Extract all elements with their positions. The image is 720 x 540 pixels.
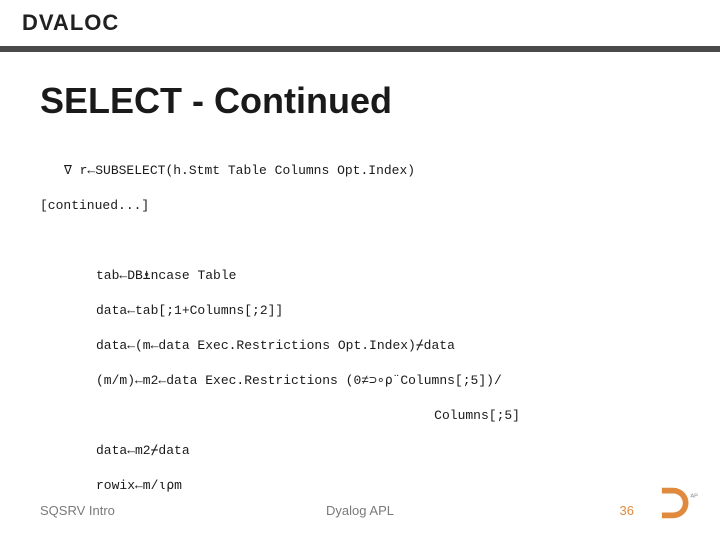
footer: SQSRV Intro Dyalog APL 36 — [0, 503, 720, 518]
code-line: (m/m)←m2←data Exec.Restrictions (0≠⊃∘⍴¨C… — [40, 372, 680, 390]
code-line: Columns[;5] — [40, 407, 680, 425]
code-line: data←tab[;1+Columns[;2]] — [40, 302, 680, 320]
footer-logo-icon: APL — [660, 484, 698, 522]
code-blank — [40, 232, 680, 250]
topbar: DVALOC — [0, 0, 720, 46]
code-line: data←(m←data Exec.Restrictions Opt.Index… — [40, 337, 680, 355]
code-line: rowix←m/⍳⍴m — [40, 477, 680, 495]
footer-page-number: 36 — [620, 503, 634, 518]
code-line: tab←DB⍎ncase Table — [40, 267, 680, 285]
svg-text:APL: APL — [690, 493, 698, 499]
code-block: ∇ r←SUBSELECT(h.Stmt Table Columns Opt.I… — [40, 144, 680, 540]
page-title: SELECT - Continued — [40, 80, 680, 122]
code-line: ∇ r←SUBSELECT(h.Stmt Table Columns Opt.I… — [40, 162, 680, 180]
footer-left: SQSRV Intro — [40, 503, 115, 518]
brand-logo: DVALOC — [22, 10, 119, 36]
slide: DVALOC SELECT - Continued ∇ r←SUBSELECT(… — [0, 0, 720, 540]
footer-center: Dyalog APL — [326, 503, 394, 518]
code-line: data←m2⌿data — [40, 442, 680, 460]
content-area: SELECT - Continued ∇ r←SUBSELECT(h.Stmt … — [0, 52, 720, 540]
code-line: [continued...] — [40, 197, 680, 215]
